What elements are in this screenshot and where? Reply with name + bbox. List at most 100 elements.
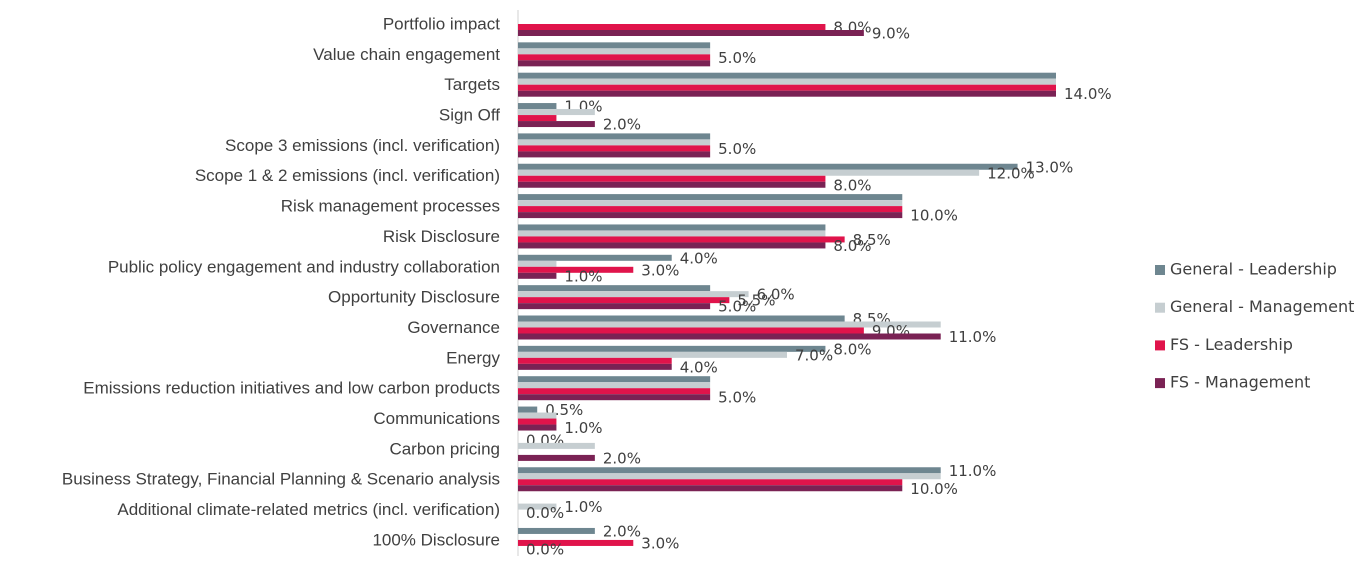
data-label: 5.0% <box>718 140 756 158</box>
bar <box>518 467 941 474</box>
bar <box>518 297 730 304</box>
data-label: 3.0% <box>641 534 679 552</box>
bar <box>518 54 711 61</box>
bar <box>518 382 711 389</box>
bar <box>518 139 711 146</box>
data-label: 2.0% <box>603 116 641 134</box>
legend-swatch <box>1155 302 1165 313</box>
bar <box>518 169 980 176</box>
data-label: 9.0% <box>872 25 910 43</box>
category-label: Scope 3 emissions (incl. verification) <box>225 136 500 155</box>
bar <box>518 376 711 383</box>
bar <box>518 224 826 231</box>
category-label: Emissions reduction initiatives and low … <box>83 379 500 398</box>
bar <box>518 60 711 67</box>
legend-swatch <box>1155 378 1165 389</box>
category-label: Governance <box>407 318 500 337</box>
bar <box>518 48 711 55</box>
data-label: 6.0% <box>757 286 795 304</box>
bar <box>518 266 634 273</box>
bar <box>518 503 557 510</box>
bar <box>518 72 1056 79</box>
category-label: Public policy engagement and industry co… <box>108 257 500 276</box>
category-label: Targets <box>444 75 500 94</box>
category-label: Scope 1 & 2 emissions (incl. verificatio… <box>195 166 500 185</box>
legend-label: FS - Leadership <box>1170 335 1293 354</box>
data-label: 10.0% <box>910 207 958 225</box>
data-label: 2.0% <box>603 522 641 540</box>
bar <box>518 206 903 213</box>
bar <box>518 121 595 128</box>
data-label: 13.0% <box>1026 158 1074 176</box>
bar <box>518 321 941 328</box>
category-label: Portfolio impact <box>383 14 500 33</box>
data-label: 5.0% <box>718 49 756 67</box>
bar <box>518 200 903 207</box>
category-label: Carbon pricing <box>389 439 500 458</box>
bar <box>518 175 826 182</box>
data-label: 2.0% <box>603 449 641 467</box>
bar <box>518 260 557 267</box>
bar <box>518 242 826 249</box>
bar <box>518 333 941 340</box>
data-label: 4.0% <box>680 249 718 267</box>
category-label: Sign Off <box>439 106 500 125</box>
bar <box>518 479 903 486</box>
bar <box>518 345 826 352</box>
bar <box>518 315 845 322</box>
data-label: 8.0% <box>833 237 871 255</box>
legend-label: General - Management <box>1170 297 1354 316</box>
category-label: 100% Disclosure <box>372 530 500 549</box>
bar <box>518 412 557 419</box>
legend-label: FS - Management <box>1170 373 1310 392</box>
data-label: 5.0% <box>718 389 756 407</box>
bar <box>518 181 826 188</box>
data-label: 1.0% <box>564 267 602 285</box>
data-label: 7.0% <box>795 346 833 364</box>
data-label: 5.5% <box>737 292 775 310</box>
category-label: Risk Disclosure <box>383 227 500 246</box>
bar <box>518 473 941 480</box>
bar <box>518 145 711 152</box>
category-label: Business Strategy, Financial Planning & … <box>62 470 500 489</box>
category-label: Value chain engagement <box>313 45 500 64</box>
category-label: Risk management processes <box>281 197 500 216</box>
bar <box>518 115 557 122</box>
data-label: 3.0% <box>641 261 679 279</box>
bar <box>518 351 787 358</box>
data-label: 8.0% <box>833 340 871 358</box>
bar <box>518 285 711 292</box>
data-label: 4.0% <box>680 358 718 376</box>
bar <box>518 78 1056 85</box>
legend-swatch <box>1155 340 1165 351</box>
bar <box>518 485 903 492</box>
category-label: Communications <box>373 409 500 428</box>
data-label: 0.0% <box>526 540 564 558</box>
bar <box>518 42 711 49</box>
data-label: 5.0% <box>718 298 756 316</box>
bar <box>518 212 903 219</box>
bar <box>518 327 864 334</box>
category-label: Energy <box>446 348 500 367</box>
category-label: Opportunity Disclosure <box>328 288 500 307</box>
bar <box>518 151 711 158</box>
bar <box>518 363 672 370</box>
bar <box>518 194 903 201</box>
data-label: 8.0% <box>833 176 871 194</box>
bar <box>518 254 672 261</box>
legend-label: General - Leadership <box>1170 260 1337 279</box>
bar <box>518 236 845 243</box>
bar <box>518 303 711 310</box>
bar <box>518 163 1018 170</box>
data-label: 1.0% <box>564 419 602 437</box>
bar <box>518 90 1056 97</box>
bar <box>518 133 711 140</box>
data-label: 11.0% <box>949 328 997 346</box>
bar <box>518 109 595 116</box>
bar <box>518 527 595 534</box>
bar <box>518 418 557 425</box>
bar <box>518 406 538 413</box>
bar <box>518 442 595 449</box>
bar <box>518 30 864 36</box>
